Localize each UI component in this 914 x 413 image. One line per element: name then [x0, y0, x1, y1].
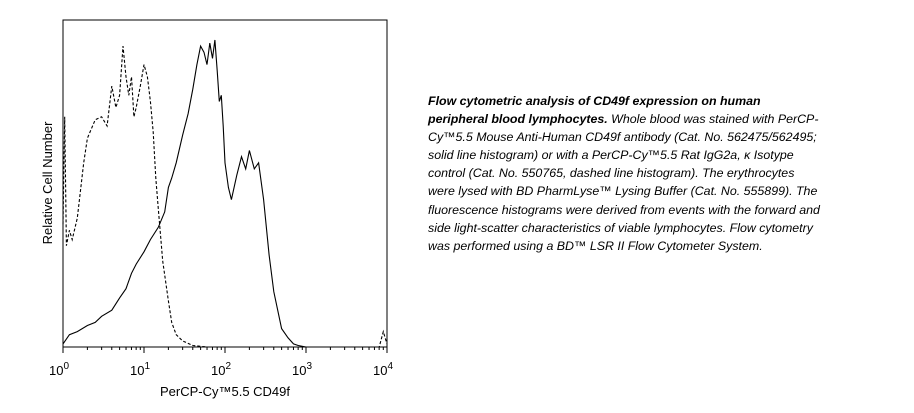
plot-area — [62, 39, 388, 348]
caption-body: Whole blood was stained with PerCP-Cy™5.… — [428, 112, 820, 253]
caption-title: Flow cytometric analysis of CD49f expres… — [428, 94, 761, 127]
x-tick-label: 103 — [292, 361, 312, 378]
x-axis-ticks — [62, 347, 388, 353]
x-axis-tick-labels: 100 101 102 103 104 — [49, 361, 393, 378]
x-tick-label: 100 — [49, 361, 69, 378]
figure-caption: Flow cytometric analysis of CD49f expres… — [428, 92, 823, 255]
x-tick-label: 104 — [373, 361, 393, 378]
series-solid-line — [62, 39, 387, 348]
y-axis-label: Relative Cell Number — [40, 121, 55, 244]
series-dashed-line — [62, 46, 388, 348]
x-tick-label: 101 — [130, 361, 150, 378]
x-axis-label: PerCP-Cy™5.5 CD49f — [160, 384, 290, 399]
x-tick-label: 102 — [211, 361, 231, 378]
plot-frame — [62, 19, 388, 348]
histogram-chart: 100 101 102 103 104 PerCP-Cy™5.5 CD49f Relat… — [40, 19, 393, 399]
